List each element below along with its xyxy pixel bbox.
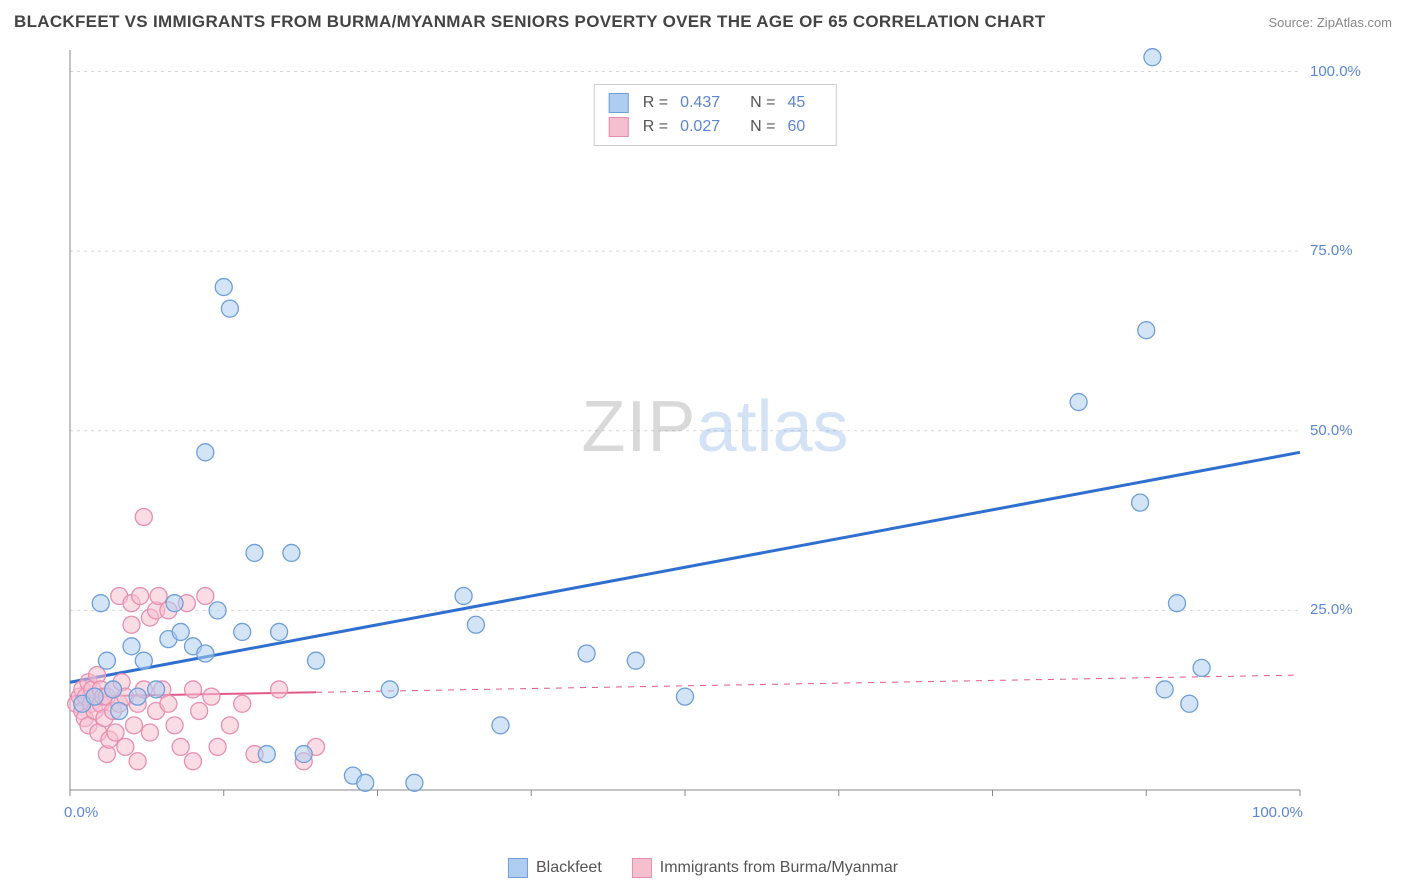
legend-swatch	[609, 117, 629, 137]
plot-area: Seniors Poverty Over the Age of 65 ZIPat…	[50, 40, 1380, 830]
legend-swatch	[632, 858, 652, 878]
stat-n-label: N =	[750, 115, 775, 139]
x-tick-left: 0.0%	[64, 804, 98, 821]
source-label: Source: ZipAtlas.com	[1268, 15, 1392, 30]
legend-top-row: R = 0.437 N = 45	[609, 91, 822, 115]
stat-r-label: R =	[643, 115, 668, 139]
legend-bottom-item: Immigrants from Burma/Myanmar	[632, 858, 898, 878]
x-tick-right: 100.0%	[1252, 804, 1303, 821]
chart-svg	[50, 40, 1380, 830]
stat-n-value: 45	[787, 91, 805, 115]
legend-label: Immigrants from Burma/Myanmar	[660, 859, 898, 877]
legend-bottom-item: Blackfeet	[508, 858, 602, 878]
legend-swatch	[508, 858, 528, 878]
stat-n-value: 60	[787, 115, 805, 139]
legend-top-row: R = 0.027 N = 60	[609, 115, 822, 139]
y-tick-label: 75.0%	[1310, 242, 1353, 259]
stat-n-label: N =	[750, 91, 775, 115]
legend-label: Blackfeet	[536, 859, 602, 877]
y-tick-label: 25.0%	[1310, 601, 1353, 618]
stat-r-value: 0.027	[680, 115, 720, 139]
stat-r-value: 0.437	[680, 91, 720, 115]
legend-bottom: Blackfeet Immigrants from Burma/Myanmar	[508, 858, 898, 878]
y-tick-label: 100.0%	[1310, 63, 1361, 80]
stat-r-label: R =	[643, 91, 668, 115]
chart-title: BLACKFEET VS IMMIGRANTS FROM BURMA/MYANM…	[14, 12, 1046, 32]
legend-swatch	[609, 93, 629, 113]
legend-top: R = 0.437 N = 45 R = 0.027 N = 60	[594, 84, 837, 146]
y-tick-label: 50.0%	[1310, 422, 1353, 439]
